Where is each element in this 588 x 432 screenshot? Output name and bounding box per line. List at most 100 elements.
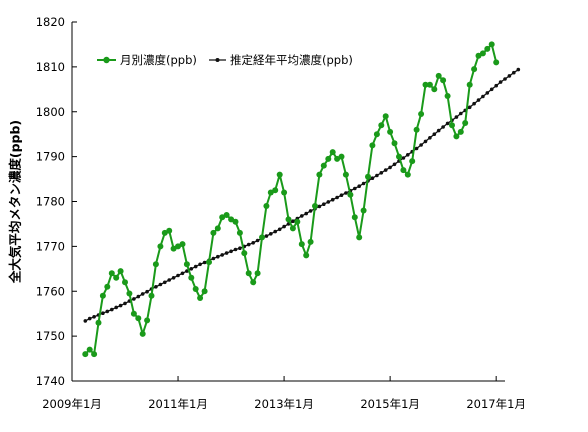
monthly-point [356, 234, 363, 241]
monthly-point [457, 128, 464, 135]
monthly-point [130, 310, 137, 317]
monthly-point [104, 283, 111, 290]
monthly-point [95, 319, 102, 326]
monthly-point [245, 270, 252, 277]
monthly-point [422, 81, 429, 88]
monthly-point [206, 259, 212, 266]
monthly-point [250, 279, 257, 286]
monthly-point [152, 261, 159, 268]
x-ticks: 2009年1月 2011年1月 2013年1月 2015年1月 2017年1月 [42, 376, 526, 411]
monthly-point [113, 274, 120, 281]
trend-point [326, 200, 331, 204]
trend-point [423, 139, 428, 144]
trend-point [304, 211, 309, 216]
trend-point [308, 209, 313, 213]
monthly-point [387, 128, 394, 135]
trend-point [273, 229, 278, 234]
monthly-point [179, 241, 186, 248]
trend-point [220, 253, 224, 257]
trend-point [198, 262, 202, 267]
trend-point [255, 238, 260, 243]
monthly-point [139, 330, 146, 337]
trend-point [167, 278, 171, 282]
trend-point [118, 303, 123, 308]
trend-point [180, 271, 185, 276]
monthly-point [351, 214, 358, 221]
monthly-point [259, 234, 265, 241]
trend-point [392, 162, 397, 167]
monthly-point [108, 270, 115, 277]
trend-point [101, 311, 105, 316]
trend-point [432, 132, 437, 136]
monthly-point [228, 216, 235, 223]
trend-point [428, 136, 432, 140]
trend-point [498, 80, 503, 84]
monthly-point [373, 131, 380, 138]
monthly-point [192, 286, 199, 292]
y-tick-label: 1750 [36, 329, 65, 343]
monthly-point [91, 351, 98, 358]
x-tick-label: 2013年1月 [254, 397, 314, 411]
monthly-point [210, 229, 217, 236]
monthly-point [400, 167, 407, 174]
trend-point [467, 105, 472, 110]
monthly-point [201, 288, 208, 295]
trend-point [140, 292, 145, 296]
monthly-point [431, 86, 438, 93]
monthly-point [294, 218, 301, 225]
trend-point [229, 249, 233, 254]
monthly-point [307, 238, 314, 245]
monthly-point [214, 225, 221, 232]
trend-point [189, 267, 194, 271]
monthly-point [183, 261, 190, 268]
x-tick-label: 2015年1月 [360, 397, 420, 411]
trend-point [330, 197, 335, 202]
trend-point [441, 125, 445, 129]
y-tick-label: 1770 [36, 239, 65, 253]
x-tick-label: 2011年1月 [148, 397, 208, 411]
trend-point [202, 260, 207, 265]
series-monthly [82, 41, 500, 358]
monthly-point [329, 149, 336, 156]
trend-point [353, 186, 357, 191]
monthly-point [166, 227, 173, 234]
trend-point [216, 254, 220, 259]
y-tick-label: 1810 [36, 60, 65, 74]
trend-point [459, 111, 463, 116]
monthly-point [471, 66, 478, 73]
legend-marker-monthly [103, 56, 110, 64]
monthly-point [479, 50, 486, 57]
trend-point [476, 98, 481, 102]
monthly-point [175, 243, 181, 250]
monthly-point [409, 158, 416, 165]
monthly-point [303, 252, 310, 259]
monthly-point [360, 207, 367, 214]
monthly-point [347, 191, 354, 198]
trend-point [485, 91, 490, 95]
trend-point [171, 276, 176, 280]
legend: 月別濃度(ppb) 推定経年平均濃度(ppb) [97, 53, 353, 67]
trend-point [454, 115, 459, 119]
monthly-point [488, 41, 495, 48]
x-tick-label: 2009年1月 [42, 397, 102, 411]
trend-point [436, 128, 441, 133]
monthly-point [298, 241, 305, 248]
trend-point [481, 94, 485, 99]
monthly-point [325, 155, 332, 162]
monthly-point [484, 45, 491, 52]
monthly-point [157, 243, 164, 250]
trend-point [92, 315, 96, 319]
monthly-point [334, 155, 341, 162]
y-tick-label: 1740 [36, 374, 65, 388]
monthly-point [378, 122, 385, 129]
trend-point [233, 247, 238, 252]
trend-point [193, 264, 198, 269]
trend-point [211, 256, 216, 261]
trend-point [419, 143, 423, 147]
monthly-point [272, 187, 279, 194]
y-tick-label: 1760 [36, 284, 65, 298]
x-tick-label: 2017年1月 [466, 397, 526, 411]
monthly-point [382, 113, 389, 120]
trend-point [361, 181, 366, 186]
y-ticks: 1740 1750 1760 1770 1780 1790 1800 1810 1820 [36, 15, 77, 388]
